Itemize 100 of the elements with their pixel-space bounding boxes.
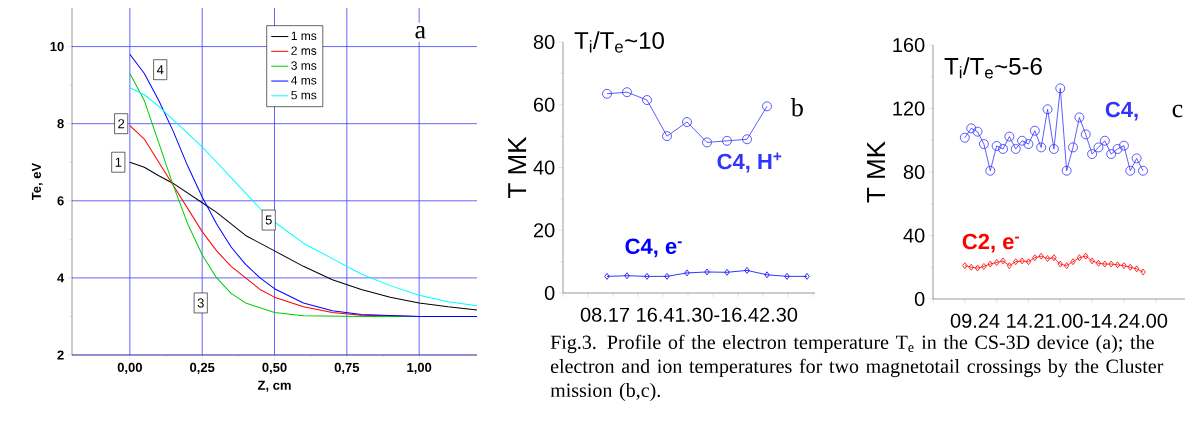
point [1051, 254, 1057, 262]
point [1057, 260, 1063, 268]
point [959, 132, 970, 143]
point [979, 139, 989, 149]
point [1017, 135, 1027, 146]
x-tick-label: 0,75 [334, 362, 360, 374]
y-tick-label: 2 [57, 350, 64, 360]
point [993, 259, 1000, 266]
y-tick-label: 20 [533, 223, 555, 238]
legend-label: 5 ms [291, 90, 317, 100]
point [1042, 104, 1053, 115]
point [1068, 142, 1078, 153]
point [704, 268, 710, 276]
point [981, 263, 987, 270]
legend-label: 2 ms [291, 46, 317, 55]
x-axis-title: 08.17 16.41.30-16.42.30 [580, 307, 798, 322]
point [1106, 149, 1117, 159]
y-tick-label: 160 [893, 37, 925, 53]
point [1102, 260, 1108, 268]
point [1114, 261, 1121, 269]
point [1087, 149, 1097, 159]
y-tick-label: 6 [57, 196, 64, 206]
point [604, 272, 610, 280]
y-tick-label: 40 [903, 228, 925, 243]
y-tick-label: 80 [903, 164, 925, 180]
point [1032, 254, 1038, 262]
legend-label: 1 ms [291, 31, 317, 41]
point [1063, 262, 1070, 270]
y-axis-title: T MK [867, 141, 885, 203]
point [722, 135, 732, 146]
y-tick-label: 120 [893, 101, 925, 116]
annotation: 1 [115, 157, 122, 167]
point [1049, 144, 1059, 154]
y-tick-label: 0 [914, 291, 925, 307]
series-label: C4, [1105, 101, 1138, 121]
text: c [1172, 104, 1183, 118]
point [1061, 165, 1072, 176]
point [998, 144, 1008, 154]
point [1133, 265, 1140, 273]
point [991, 141, 1002, 151]
point [1044, 255, 1051, 262]
point [744, 267, 750, 274]
annotation: 4 [156, 65, 164, 75]
point [642, 95, 652, 105]
point [682, 117, 692, 127]
point [968, 263, 974, 271]
point [624, 272, 630, 280]
legend-label: 4 ms [291, 76, 317, 85]
point [762, 101, 772, 112]
point [966, 123, 977, 134]
annotation: 5 [265, 215, 272, 225]
annotation: 3 [197, 298, 204, 308]
point [962, 262, 968, 270]
point [602, 88, 612, 99]
y-tick-label: 0 [544, 285, 555, 301]
point [1095, 259, 1102, 267]
y-tick-label: 10 [50, 41, 64, 52]
point [1138, 165, 1148, 176]
point [662, 131, 672, 142]
y-tick-label: 40 [533, 160, 555, 175]
point [684, 269, 690, 277]
point [1125, 165, 1136, 176]
point [1108, 260, 1114, 268]
point [1089, 257, 1095, 265]
y-axis-title: T MK [508, 136, 527, 198]
point [742, 134, 752, 145]
point [1112, 144, 1123, 154]
chart-title: T$_{i}$/T$_{e}$~5-6 [944, 57, 1042, 79]
x-tick-label: 0,25 [190, 362, 215, 374]
y-tick-label: 60 [533, 97, 555, 112]
point [804, 272, 810, 280]
point [1127, 263, 1133, 271]
point [1010, 144, 1021, 154]
point [1093, 142, 1104, 153]
point [644, 272, 650, 280]
chart-title: T$_{i}$/T$_{e}$~10 [574, 31, 664, 53]
annotation: 2 [118, 119, 125, 129]
point [985, 165, 996, 176]
point [622, 87, 632, 98]
point [1038, 252, 1044, 260]
y-tick-label: 4 [57, 273, 65, 283]
point [1004, 131, 1015, 142]
point [1080, 129, 1091, 140]
point [1076, 254, 1083, 262]
point [1019, 257, 1025, 265]
x-tick-label: 0,50 [262, 362, 287, 374]
point [1006, 262, 1013, 270]
point [1025, 258, 1032, 266]
annotation: b [790, 98, 803, 117]
point [1140, 268, 1146, 276]
point [987, 260, 993, 268]
point [972, 126, 983, 137]
point [1119, 140, 1129, 151]
point [1074, 112, 1085, 123]
series-label: C2, e$^{-}$ [962, 233, 1019, 253]
point [974, 264, 981, 272]
point [1029, 125, 1040, 136]
point [702, 137, 712, 148]
y-axis-title: Te, eV [31, 162, 43, 201]
point [1070, 258, 1076, 266]
